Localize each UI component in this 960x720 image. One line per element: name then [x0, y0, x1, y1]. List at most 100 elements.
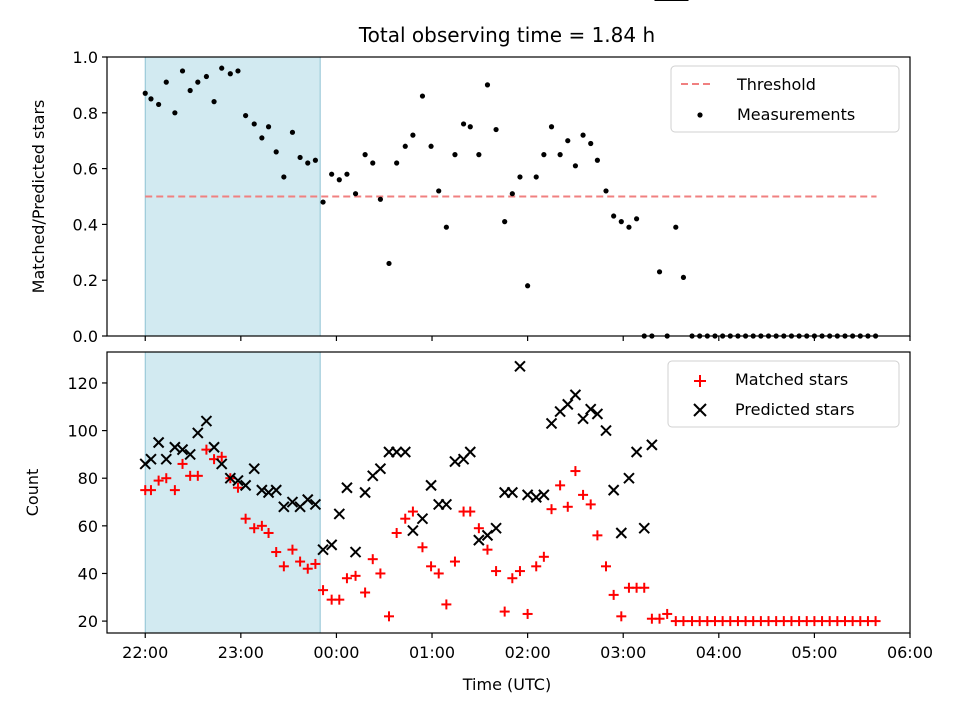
- measurement-point: [265, 124, 272, 130]
- measurement-point: [297, 154, 303, 161]
- measurement-point: [227, 71, 233, 77]
- matched-star-point: [263, 527, 274, 538]
- legend-measurements-label: Measurements: [737, 105, 855, 124]
- matched-star-point: [249, 523, 260, 534]
- matched-star-point: [499, 606, 510, 617]
- matched-star-point: [608, 589, 619, 600]
- top-y-axis-label: Matched/Predicted stars: [29, 100, 48, 294]
- predicted-star-point: [562, 398, 574, 411]
- matched-star-point: [256, 520, 267, 531]
- predicted-star-point: [169, 441, 181, 453]
- measurement-point: [565, 138, 571, 144]
- predicted-star-point: [224, 472, 237, 484]
- measurement-point: [320, 199, 326, 205]
- matched-star-point: [310, 558, 321, 569]
- measurement-point: [203, 73, 210, 80]
- measurement-point: [394, 160, 400, 166]
- measurement-point: [419, 93, 426, 99]
- measurement-point: [452, 152, 458, 158]
- measurement-point: [436, 188, 442, 194]
- measurement-point: [476, 152, 482, 158]
- measurement-point: [273, 149, 279, 155]
- predicted-star-point: [145, 453, 157, 465]
- measurement-point: [281, 174, 287, 180]
- measurement-point: [172, 110, 178, 116]
- predicted-star-point: [530, 491, 542, 503]
- measurement-point: [517, 174, 523, 180]
- measurement-point: [460, 121, 467, 127]
- x-tick-label: 04:00: [696, 643, 742, 662]
- matched-star-point: [522, 608, 533, 619]
- bottom-y-ticks: 20 40 60 80 100 120: [67, 374, 107, 631]
- predicted-star-point: [646, 439, 658, 451]
- y-tick-label: 0.2: [73, 271, 98, 290]
- measurement-point: [680, 274, 687, 281]
- observing-window-shade-bottom: [144, 351, 321, 634]
- x-tick-label: 00:00: [313, 643, 359, 662]
- matched-star-point: [531, 561, 542, 572]
- predicted-star-point: [490, 522, 502, 534]
- y-tick-label: 40: [78, 564, 98, 583]
- y-tick-label: 100: [67, 422, 98, 441]
- y-tick-label: 80: [78, 469, 98, 488]
- predicted-star-point: [615, 527, 628, 539]
- predicted-star-point: [607, 484, 620, 496]
- y-tick-label: 120: [67, 374, 98, 393]
- measurement-point: [163, 79, 169, 85]
- measurement-point: [195, 79, 201, 85]
- measurement-point: [344, 171, 350, 177]
- matched-star-point: [334, 594, 345, 605]
- predicted-star-point: [481, 529, 494, 542]
- measurement-point: [156, 101, 162, 108]
- matched-star-point: [616, 611, 627, 622]
- measurement-point: [219, 65, 225, 71]
- top-panel: 0.0 0.2 0.4 0.6 0.8 1.0 Matched/Predicted sta…: [29, 48, 911, 346]
- predicted-star-point: [239, 479, 252, 492]
- top-y-ticks: 0.0 0.2 0.4 0.6 0.8 1.0: [73, 48, 107, 346]
- matched-star-point: [507, 573, 518, 584]
- measurement-point: [548, 124, 555, 130]
- predicted-star-point: [538, 489, 550, 501]
- measurement-point: [386, 260, 392, 267]
- x-tick-label: 22:00: [122, 643, 168, 662]
- measurement-point: [656, 269, 663, 275]
- x-tick-label: 01:00: [409, 643, 455, 662]
- matched-star-point: [240, 513, 251, 524]
- matched-star-point: [232, 482, 243, 493]
- measurement-point: [509, 191, 515, 197]
- predicted-star-point: [638, 522, 650, 534]
- matched-star-point: [161, 473, 172, 484]
- matched-star-point: [360, 587, 371, 598]
- predicted-star-point: [390, 446, 403, 458]
- matched-star-point: [201, 444, 212, 455]
- predicted-star-point: [359, 486, 371, 499]
- matched-star-point: [601, 561, 612, 572]
- x-tick-label: 05:00: [791, 643, 837, 662]
- measurement-point: [336, 177, 342, 183]
- predicted-star-point: [374, 462, 387, 475]
- predicted-star-point: [176, 443, 189, 456]
- x-axis-label: Time (UTC): [462, 675, 551, 694]
- matched-star-point: [546, 504, 557, 515]
- measurement-point: [572, 163, 579, 169]
- predicted-star-point: [341, 482, 353, 494]
- measurement-point: [580, 132, 586, 138]
- matched-star-point: [192, 470, 203, 481]
- matched-star-point: [473, 523, 484, 534]
- measurement-point: [251, 121, 257, 127]
- chart-title: Total observing time = 1.84 h: [358, 23, 655, 47]
- matched-star-point: [145, 485, 156, 496]
- legend-matched-swatch: [694, 375, 706, 387]
- bottom-legend: Matched stars Predicted stars: [667, 360, 900, 428]
- measurement-point: [633, 216, 640, 222]
- matched-star-point: [367, 554, 378, 565]
- matched-star-point: [662, 608, 673, 619]
- predicted-star-point: [577, 412, 589, 425]
- measurement-point: [377, 196, 384, 202]
- matched-star-point: [391, 527, 402, 538]
- predicted-star-point: [514, 360, 526, 372]
- matched-star-point: [384, 611, 395, 622]
- y-tick-label: 20: [78, 612, 98, 631]
- measurement-point: [502, 219, 508, 225]
- bottom-panel: 20 40 60 80 100 120 22:00 23:00 00:00 01:00 02:00…: [23, 0, 933, 694]
